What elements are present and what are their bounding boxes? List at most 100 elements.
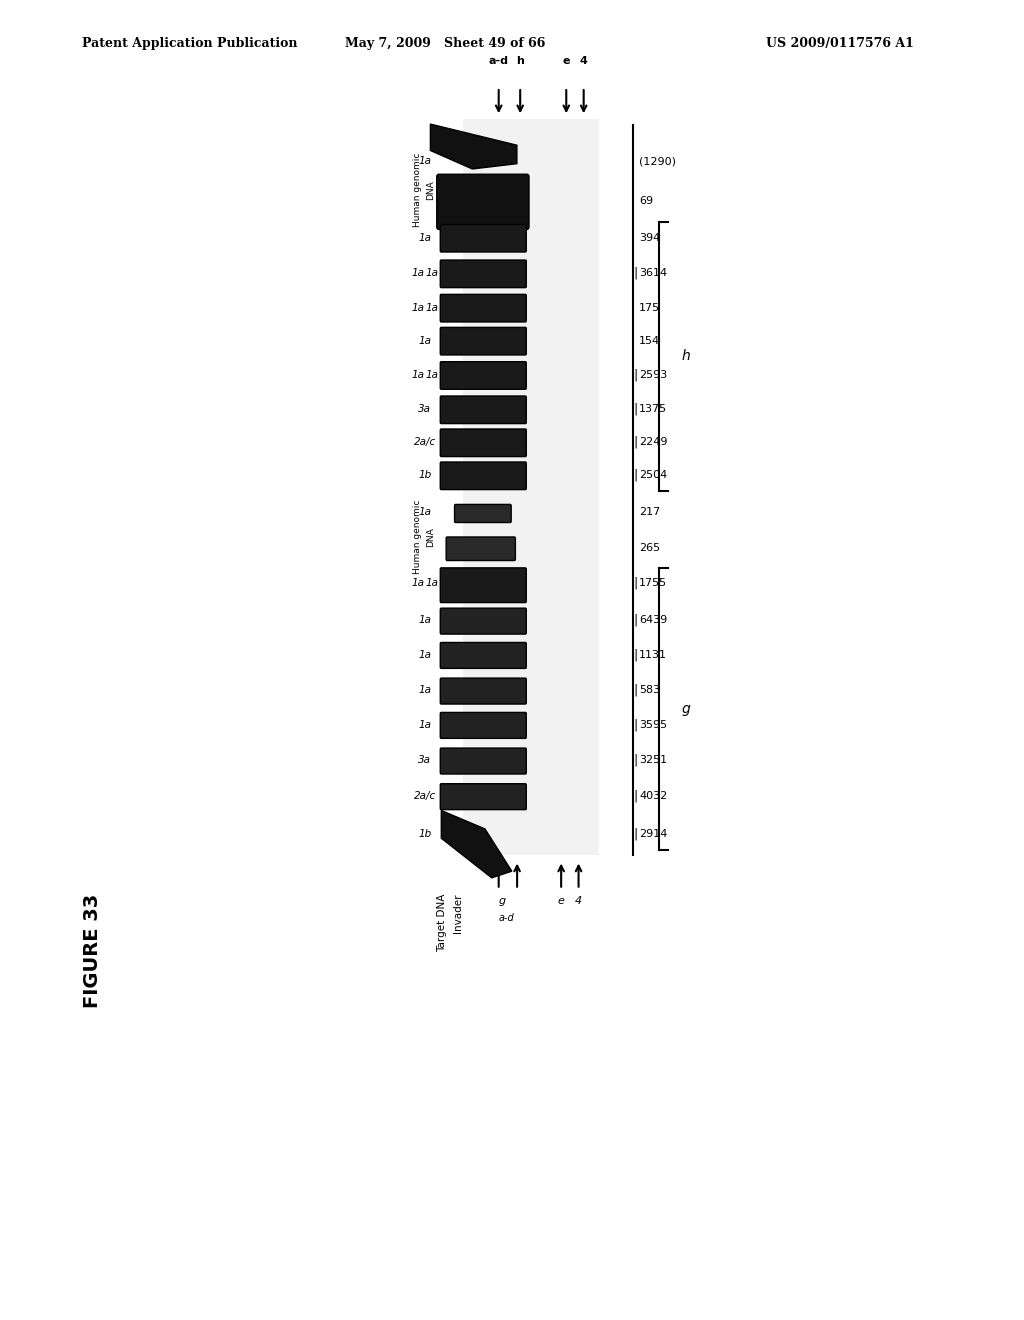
Text: a-d: a-d — [488, 55, 509, 66]
Text: 1a: 1a — [426, 370, 438, 380]
Text: 1375: 1375 — [639, 404, 667, 414]
Polygon shape — [441, 810, 512, 878]
Text: 3a: 3a — [419, 404, 431, 414]
Text: b: b — [455, 543, 461, 553]
Text: b: b — [455, 719, 461, 730]
Text: 1a: 1a — [412, 370, 424, 380]
Text: 2a/c: 2a/c — [414, 437, 436, 447]
Text: DNA: DNA — [427, 181, 435, 199]
Text: 1a: 1a — [426, 268, 438, 279]
Text: |: | — [634, 684, 638, 697]
Text: 1a: 1a — [412, 268, 424, 279]
FancyBboxPatch shape — [455, 504, 511, 523]
Text: 3595: 3595 — [639, 719, 667, 730]
Text: |: | — [634, 267, 638, 280]
Text: 265: 265 — [639, 543, 660, 553]
Text: |: | — [634, 828, 638, 841]
Text: May 7, 2009   Sheet 49 of 66: May 7, 2009 Sheet 49 of 66 — [345, 37, 546, 50]
Text: 2504: 2504 — [639, 470, 668, 480]
Text: 1a: 1a — [426, 578, 438, 589]
FancyBboxPatch shape — [440, 396, 526, 424]
Text: 4: 4 — [575, 896, 582, 907]
FancyBboxPatch shape — [440, 294, 526, 322]
Text: a: a — [455, 268, 461, 279]
Text: b: b — [455, 755, 461, 766]
FancyBboxPatch shape — [440, 748, 526, 774]
Text: b: b — [455, 370, 461, 380]
FancyBboxPatch shape — [440, 713, 526, 738]
FancyBboxPatch shape — [440, 260, 526, 288]
Text: |: | — [634, 436, 638, 449]
Text: |: | — [634, 403, 638, 416]
Text: 2914: 2914 — [639, 829, 668, 840]
Text: Human genomic: Human genomic — [414, 153, 422, 227]
Text: 1a: 1a — [419, 507, 431, 517]
Text: 69: 69 — [639, 195, 653, 206]
Text: a-d: a-d — [499, 913, 514, 924]
Text: b: b — [455, 791, 461, 801]
Text: 1a: 1a — [419, 649, 431, 660]
FancyBboxPatch shape — [440, 784, 526, 809]
Text: b: b — [455, 829, 461, 840]
Text: Target DNA: Target DNA — [437, 894, 447, 952]
Text: 2249: 2249 — [639, 437, 668, 447]
Text: b: b — [455, 470, 461, 480]
Text: 1755: 1755 — [639, 578, 667, 589]
Text: -: - — [456, 507, 460, 517]
Text: -: - — [456, 156, 460, 166]
Text: e: e — [562, 55, 570, 66]
Text: 1131: 1131 — [639, 649, 667, 660]
Text: Invader: Invader — [453, 894, 463, 933]
Text: c: c — [455, 335, 461, 346]
Text: b: b — [455, 404, 461, 414]
Text: b: b — [455, 195, 461, 206]
Text: 1a: 1a — [419, 335, 431, 346]
Text: |: | — [634, 754, 638, 767]
Text: d: d — [455, 649, 461, 660]
Text: |: | — [634, 368, 638, 381]
Text: 154: 154 — [639, 335, 660, 346]
FancyBboxPatch shape — [440, 678, 526, 704]
FancyBboxPatch shape — [440, 327, 526, 355]
Text: d: d — [455, 302, 461, 313]
Text: a: a — [455, 615, 461, 626]
Text: 4032: 4032 — [639, 791, 668, 801]
Text: 3251: 3251 — [639, 755, 667, 766]
Text: Patent Application Publication: Patent Application Publication — [82, 37, 297, 50]
Text: |: | — [634, 577, 638, 590]
Text: |: | — [634, 469, 638, 482]
Text: h: h — [516, 55, 524, 66]
Text: e: e — [455, 232, 461, 243]
Text: 1a: 1a — [419, 156, 431, 166]
Text: 1a: 1a — [412, 302, 424, 313]
Text: US 2009/0117576 A1: US 2009/0117576 A1 — [766, 37, 913, 50]
Text: e: e — [558, 896, 564, 907]
Text: h: h — [682, 350, 691, 363]
Text: g: g — [499, 896, 506, 907]
Text: g: g — [682, 702, 691, 715]
Text: 6439: 6439 — [639, 615, 668, 626]
Text: |: | — [634, 789, 638, 803]
Bar — [463, 119, 599, 855]
Text: 394: 394 — [639, 232, 660, 243]
Text: 1b: 1b — [419, 829, 431, 840]
Text: 1a: 1a — [426, 302, 438, 313]
FancyBboxPatch shape — [440, 462, 526, 490]
Text: |: | — [634, 648, 638, 661]
Text: 1a: 1a — [419, 719, 431, 730]
Text: |: | — [634, 614, 638, 627]
Text: 1a: 1a — [412, 578, 424, 589]
FancyBboxPatch shape — [446, 537, 515, 561]
Text: 2a/c: 2a/c — [414, 791, 436, 801]
Text: |: | — [634, 718, 638, 731]
FancyBboxPatch shape — [440, 224, 526, 252]
FancyBboxPatch shape — [440, 362, 526, 389]
FancyBboxPatch shape — [436, 174, 529, 230]
FancyBboxPatch shape — [440, 609, 526, 634]
FancyBboxPatch shape — [440, 643, 526, 668]
Text: 583: 583 — [639, 685, 660, 696]
Text: 3a: 3a — [419, 755, 431, 766]
Text: 4: 4 — [580, 55, 588, 66]
Text: 1a: 1a — [419, 685, 431, 696]
Text: 2593: 2593 — [639, 370, 668, 380]
